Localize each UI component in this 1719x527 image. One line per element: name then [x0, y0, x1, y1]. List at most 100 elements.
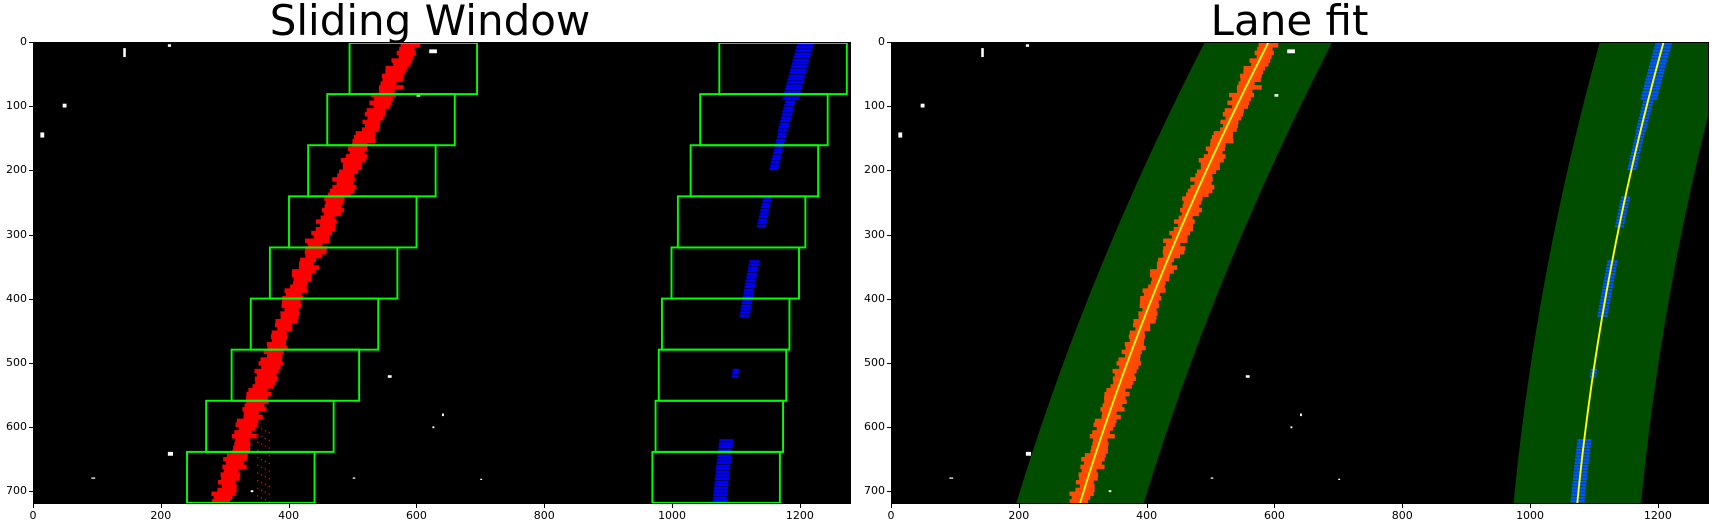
right-lane-pixels-segment	[715, 467, 730, 471]
left-lane-pixels-segment	[298, 265, 320, 270]
left-lane-pixels-segment	[323, 211, 341, 217]
left-lane-pixels-segment	[1182, 196, 1203, 201]
left-lane-pixels-segment	[235, 437, 250, 443]
right-lane-pixels-segment	[790, 68, 807, 72]
left-lane-pixels-segment	[255, 380, 276, 385]
left-lane-pixels-segment	[362, 127, 379, 132]
left-lane-pixels-segment	[1187, 188, 1213, 194]
x-tick-label: 800	[1391, 509, 1413, 522]
left-lane-pixels-segment	[1104, 391, 1130, 397]
left-lane-pixels-segment	[316, 219, 337, 224]
left-lane-pixels-segment	[1203, 154, 1226, 159]
scatter-pixel	[268, 455, 270, 457]
left-lane-pixels-segment	[267, 353, 283, 358]
right-lane-pixels-segment	[749, 260, 760, 263]
scatter-pixel	[264, 430, 267, 432]
right-lane-pixels-segment	[762, 199, 772, 203]
left-lane-pixels-segment	[362, 119, 381, 125]
left-lane-pixels-segment	[1158, 257, 1175, 263]
right-lane-pixels-segment	[719, 439, 734, 442]
right-lane-pixels-segment	[714, 480, 729, 484]
noise-pixel	[1245, 375, 1250, 378]
left-lane-pixels-segment	[367, 115, 384, 121]
y-tick-mark	[29, 427, 33, 428]
left-lane-pixels-segment	[280, 311, 300, 316]
left-lane-pixels-segment	[1092, 441, 1109, 447]
left-lane-pixels-segment	[342, 161, 362, 167]
left-lane-pixels-segment	[275, 319, 298, 324]
left-lane-pixels-segment	[385, 66, 408, 71]
scatter-pixel	[257, 426, 259, 428]
left-lane-pixels-segment	[243, 414, 263, 420]
right-lane-pixels-segment	[761, 202, 771, 206]
left-lane-pixels-segment	[221, 476, 240, 481]
left-lane-pixels-segment	[1110, 384, 1132, 389]
right-lane-pixels-segment	[748, 266, 759, 270]
noise-pixel	[442, 413, 444, 417]
left-lane-pixels-segment	[246, 395, 268, 401]
left-lane-pixels-segment	[1190, 184, 1215, 190]
right-lane-pixels-segment	[785, 84, 803, 88]
left-lane-pixels-segment	[1101, 414, 1121, 420]
right-lane-pixels-segment	[760, 209, 770, 212]
left-lane-pixels-segment	[380, 81, 397, 86]
left-lane-pixels-segment	[235, 422, 258, 427]
right-lane-pixels-segment	[718, 442, 733, 445]
left-lane-pixels-segment	[298, 261, 314, 266]
x-tick-mark	[799, 504, 801, 508]
left-lane-pixels-segment	[293, 276, 312, 282]
y-tick-mark	[29, 42, 33, 43]
noise-pixel	[352, 477, 356, 479]
left-lane-pixels-segment	[1114, 372, 1135, 378]
y-tick-mark	[29, 362, 33, 364]
left-lane-pixels-segment	[1125, 345, 1146, 351]
left-lane-pixels-segment	[261, 365, 281, 370]
left-lane-pixels-segment	[305, 253, 323, 259]
right-lane-pixels-segment	[716, 461, 731, 465]
scatter-pixel	[260, 481, 263, 484]
left-lane-pixels-segment	[1238, 81, 1255, 86]
left-lane-pixels-segment	[223, 457, 247, 462]
right-lane-pixels-segment	[793, 55, 811, 59]
x-tick-mark	[891, 504, 892, 508]
scatter-pixel	[257, 434, 259, 436]
right-lane-pixels-segment	[747, 269, 758, 273]
left-lane-pixels-segment	[337, 173, 355, 178]
left-lane-pixels-segment	[1222, 123, 1238, 128]
left-lane-pixels-segment	[238, 426, 256, 431]
left-lane-pixels-segment	[1162, 250, 1185, 255]
left-lane-pixels-segment	[385, 69, 406, 75]
right-lane-pixels-segment	[745, 279, 756, 282]
left-lane-pixels-segment	[1143, 292, 1160, 297]
left-lane-pixels-segment	[266, 342, 286, 347]
left-lane-pixels-segment	[234, 441, 251, 447]
left-lane-pixels-segment	[349, 150, 365, 155]
y-tick-label: 100	[6, 99, 27, 113]
y-tick-label: 0	[20, 35, 27, 48]
sliding-window-image	[34, 43, 850, 503]
left-lane-pixels-segment	[244, 411, 259, 416]
right-lane-pixels-segment	[757, 221, 767, 225]
left-lane-pixels-segment	[1258, 43, 1279, 48]
left-lane-pixels-segment	[221, 483, 237, 489]
lane-fit-image	[892, 43, 1708, 503]
y-tick-label: 200	[864, 163, 885, 177]
left-lane-pixels-segment	[242, 407, 267, 412]
left-lane-pixels-segment	[305, 238, 330, 243]
left-lane-pixels-segment	[391, 58, 413, 63]
x-tick-label: 1200	[785, 509, 814, 522]
scatter-pixel	[264, 460, 267, 463]
y-tick-mark	[887, 42, 891, 43]
x-tick-label: 600	[1263, 509, 1285, 522]
left-lane-pixels-segment	[329, 188, 355, 194]
left-lane-pixels-segment	[327, 192, 351, 197]
left-window-box	[348, 43, 479, 96]
right-lane-pixels-segment	[742, 295, 753, 298]
left-lane-pixels-segment	[1113, 380, 1134, 385]
left-lane-pixels-segment	[271, 330, 287, 335]
left-lane-pixels-segment	[1205, 146, 1225, 151]
left-lane-pixels-segment	[1133, 319, 1156, 324]
scatter-pixel	[257, 487, 259, 489]
x-tick-label: 400	[1136, 509, 1158, 522]
left-lane-pixels-segment	[1251, 62, 1269, 67]
